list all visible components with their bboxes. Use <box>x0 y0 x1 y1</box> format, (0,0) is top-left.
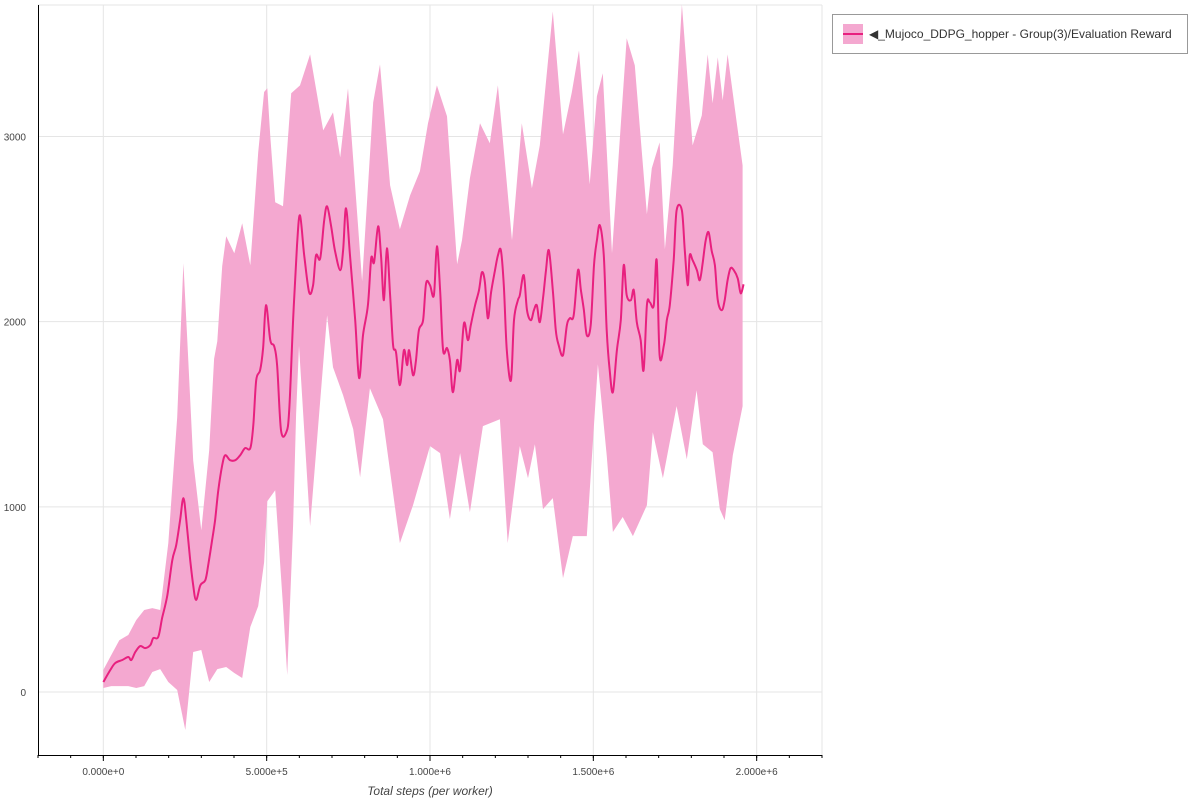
x-tick-label: 1.500e+6 <box>572 767 614 778</box>
y-tick-label: 3000 <box>4 132 27 143</box>
axes: 0.000e+0 5.000e+5 1.000e+6 1.500e+6 2.000e+6… <box>4 5 823 778</box>
legend-swatch-icon <box>843 24 863 44</box>
x-axis-label: Total steps (per worker) <box>367 784 493 798</box>
std-band <box>103 4 743 730</box>
x-tick-label: 5.000e+5 <box>246 767 288 778</box>
x-tick-label: 2.000e+6 <box>736 767 778 778</box>
y-tick-label: 2000 <box>4 318 27 329</box>
y-tick-label: 0 <box>20 688 26 699</box>
y-tick-label: 1000 <box>4 503 27 514</box>
legend[interactable]: ◀_Mujoco_DDPG_hopper - Group(3)/Evaluati… <box>832 14 1188 54</box>
x-tick-label: 0.000e+0 <box>82 767 124 778</box>
legend-label: ◀_Mujoco_DDPG_hopper - Group(3)/Evaluati… <box>869 27 1172 41</box>
x-tick-label: 1.000e+6 <box>409 767 451 778</box>
mean-line <box>102 203 745 683</box>
